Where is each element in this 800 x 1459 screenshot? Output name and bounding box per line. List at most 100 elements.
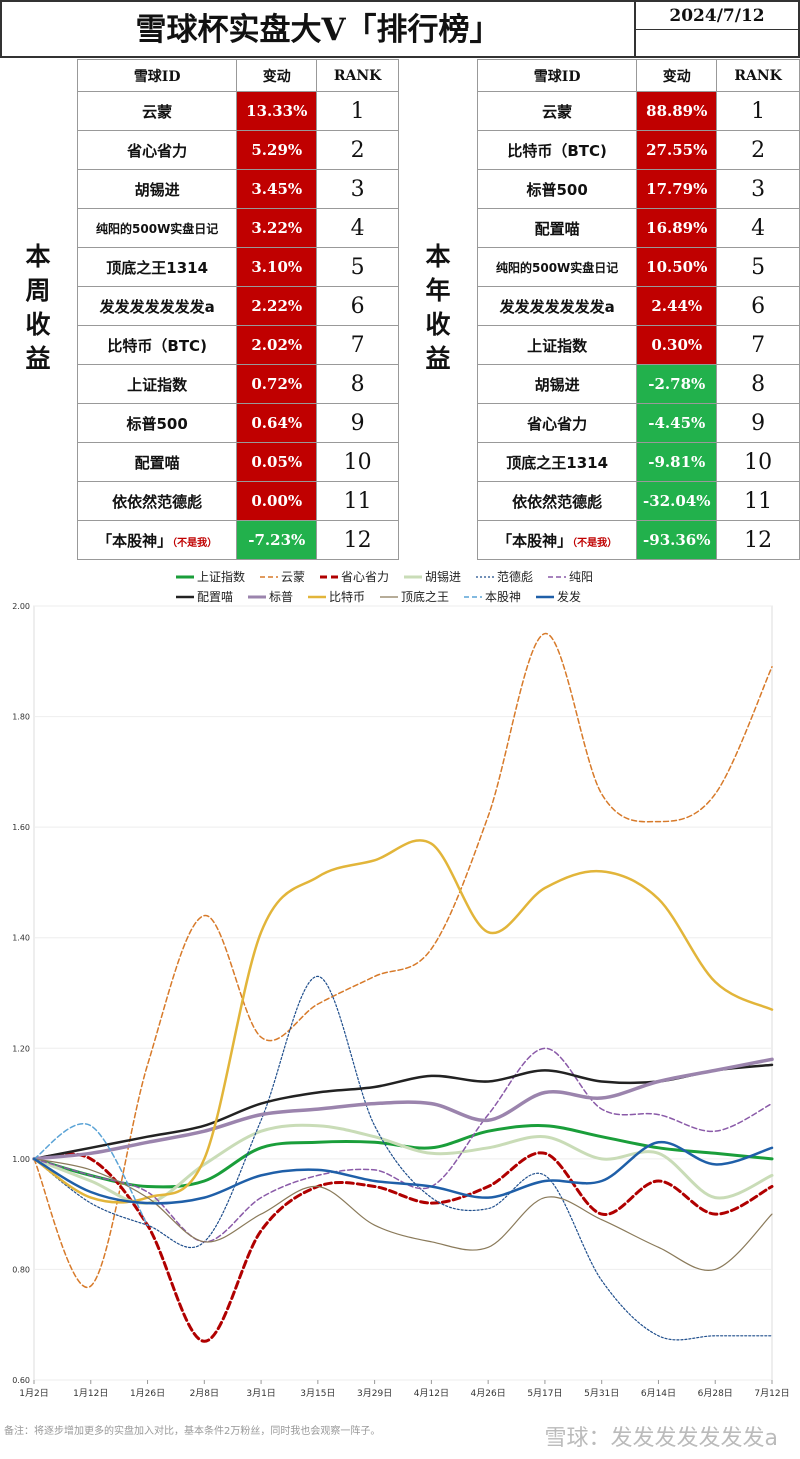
account-name-text: 云蒙 bbox=[142, 102, 173, 121]
series-line-10 bbox=[33, 1122, 149, 1226]
account-name: 标普500 bbox=[476, 169, 638, 209]
x-tick-label: 3月15日 bbox=[300, 1388, 335, 1399]
account-name-text: 顶底之王1314 bbox=[106, 258, 209, 277]
side-label-char: 周 bbox=[25, 276, 51, 305]
rank-number: 1 bbox=[316, 91, 399, 131]
rank-number: 1 bbox=[716, 91, 800, 131]
account-name-text: 「本股神」 bbox=[97, 531, 173, 550]
series-line-11 bbox=[32, 1141, 774, 1205]
change-value: 17.79% bbox=[636, 169, 718, 209]
x-tick-label: 1月12日 bbox=[73, 1388, 108, 1399]
account-name: 「本股神」（不是我） bbox=[476, 520, 638, 560]
rank-number: 12 bbox=[716, 520, 800, 560]
y-tick-label: 1.00 bbox=[12, 1155, 30, 1164]
series-line-2 bbox=[32, 1151, 774, 1343]
account-name: 省心省力 bbox=[76, 130, 238, 170]
legend-label: 纯阳 bbox=[569, 570, 593, 584]
table-row: 发发发发发发发a 2.44% 6 bbox=[476, 286, 800, 326]
change-value: 2.02% bbox=[236, 325, 318, 365]
change-value: 3.22% bbox=[236, 208, 318, 248]
account-name: 上证指数 bbox=[76, 364, 238, 404]
legend-label: 配置喵 bbox=[197, 590, 233, 604]
series-line-4 bbox=[33, 975, 773, 1341]
rank-number: 6 bbox=[716, 286, 800, 326]
legend-label: 上证指数 bbox=[197, 569, 245, 584]
account-name-text: 发发发发发发发a bbox=[99, 297, 215, 316]
account-name-text: 依依然范德彪 bbox=[112, 492, 203, 511]
table-row: 标普500 17.79% 3 bbox=[476, 169, 800, 209]
table-row: 云蒙 88.89% 1 bbox=[476, 91, 800, 131]
account-name: 发发发发发发发a bbox=[476, 286, 638, 326]
side-label-char: 本 bbox=[425, 242, 451, 271]
header-blank-cell bbox=[636, 30, 800, 58]
account-name-text: 配置喵 bbox=[134, 453, 180, 472]
account-name-text: 上证指数 bbox=[127, 375, 188, 394]
rank-number: 2 bbox=[316, 130, 399, 170]
table-row: 顶底之王1314 -9.81% 10 bbox=[476, 442, 800, 482]
yearly-ranking-table: 雪球ID 变动 RANK 云蒙 88.89% 1 比特币（BTC) 27.55% 2 标普5… bbox=[476, 59, 800, 560]
legend-label: 范德彪 bbox=[497, 569, 533, 584]
rank-number: 10 bbox=[316, 442, 399, 482]
table-row: 胡锡进 -2.78% 8 bbox=[476, 364, 800, 404]
table-row: 纯阳的500W实盘日记 3.22% 4 bbox=[76, 208, 399, 248]
account-name-text: 胡锡进 bbox=[134, 180, 180, 199]
change-value: -7.23% bbox=[236, 520, 318, 560]
footer: 备注：将逐步增加更多的实盘加入对比，基本条件2万粉丝，同时我也会观察一阵子。 雪… bbox=[0, 1420, 800, 1459]
rank-number: 5 bbox=[316, 247, 399, 287]
change-value: 16.89% bbox=[636, 208, 718, 248]
account-name-text: 省心省力 bbox=[127, 141, 188, 160]
change-value: 3.10% bbox=[236, 247, 318, 287]
change-value: 10.50% bbox=[636, 247, 718, 287]
change-value: -9.81% bbox=[636, 442, 718, 482]
account-name-text: 比特币（BTC) bbox=[107, 336, 207, 355]
y-tick-label: 1.60 bbox=[12, 823, 30, 832]
account-note: （不是我） bbox=[572, 537, 618, 549]
account-name: 纯阳的500W实盘日记 bbox=[476, 247, 638, 287]
series-line-9 bbox=[33, 1158, 773, 1271]
change-value: -4.45% bbox=[636, 403, 718, 443]
x-tick-label: 6月28日 bbox=[698, 1388, 733, 1399]
table-row: 顶底之王1314 3.10% 5 bbox=[76, 247, 399, 287]
table-row: 上证指数 0.30% 7 bbox=[476, 325, 800, 365]
account-name: 配置喵 bbox=[476, 208, 638, 248]
change-value: 5.29% bbox=[236, 130, 318, 170]
account-name: 依依然范德彪 bbox=[476, 481, 638, 521]
column-header-change: 变动 bbox=[636, 59, 718, 92]
yearly-side-label: 本年收益 bbox=[400, 240, 476, 376]
rank-number: 3 bbox=[716, 169, 800, 209]
account-name: 配置喵 bbox=[76, 442, 238, 482]
legend-label: 本股神 bbox=[485, 590, 521, 604]
account-name-text: 比特币（BTC) bbox=[507, 141, 607, 160]
rank-number: 5 bbox=[716, 247, 800, 287]
series-line-7 bbox=[32, 1057, 774, 1161]
account-name: 「本股神」（不是我） bbox=[76, 520, 238, 560]
table-row: 「本股神」（不是我） -93.36% 12 bbox=[476, 520, 800, 560]
table-row: 配置喵 0.05% 10 bbox=[76, 442, 399, 482]
watermark: 雪球：发发发发发发发a bbox=[544, 1426, 778, 1451]
account-name: 云蒙 bbox=[476, 91, 638, 131]
chart-svg: 0.60 0.80 1.00 1.20 1.40 1.60 1.80 2.00 1月2日 1月12… bbox=[12, 569, 789, 1399]
change-value: -2.78% bbox=[636, 364, 718, 404]
rank-number: 9 bbox=[716, 403, 800, 443]
side-label-char: 本 bbox=[25, 242, 51, 271]
legend-label: 顶底之王 bbox=[401, 589, 449, 604]
change-value: 0.64% bbox=[236, 403, 318, 443]
account-name-text: 上证指数 bbox=[527, 336, 588, 355]
series-line-1 bbox=[33, 632, 773, 1289]
x-tick-label: 6月14日 bbox=[641, 1388, 676, 1399]
y-tick-label: 1.40 bbox=[12, 934, 30, 943]
table-row: 上证指数 0.72% 8 bbox=[76, 364, 399, 404]
x-tick-label: 1月2日 bbox=[19, 1388, 48, 1399]
x-tick-label: 2月8日 bbox=[190, 1388, 219, 1399]
legend-label: 省心省力 bbox=[341, 570, 389, 584]
series-line-8 bbox=[32, 839, 774, 1204]
account-name: 纯阳的500W实盘日记 bbox=[76, 208, 238, 248]
x-tick-label: 5月17日 bbox=[527, 1388, 562, 1399]
y-tick-label: 1.80 bbox=[12, 713, 30, 722]
weekly-side-label: 本周收益 bbox=[0, 240, 76, 376]
legend-label: 发发 bbox=[557, 589, 581, 604]
rank-number: 4 bbox=[316, 208, 399, 248]
account-name-text: 云蒙 bbox=[542, 102, 573, 121]
footnote: 备注：将逐步增加更多的实盘加入对比，基本条件2万粉丝，同时我也会观察一阵子。 bbox=[4, 1426, 381, 1437]
table-row: 比特币（BTC) 2.02% 7 bbox=[76, 325, 399, 365]
